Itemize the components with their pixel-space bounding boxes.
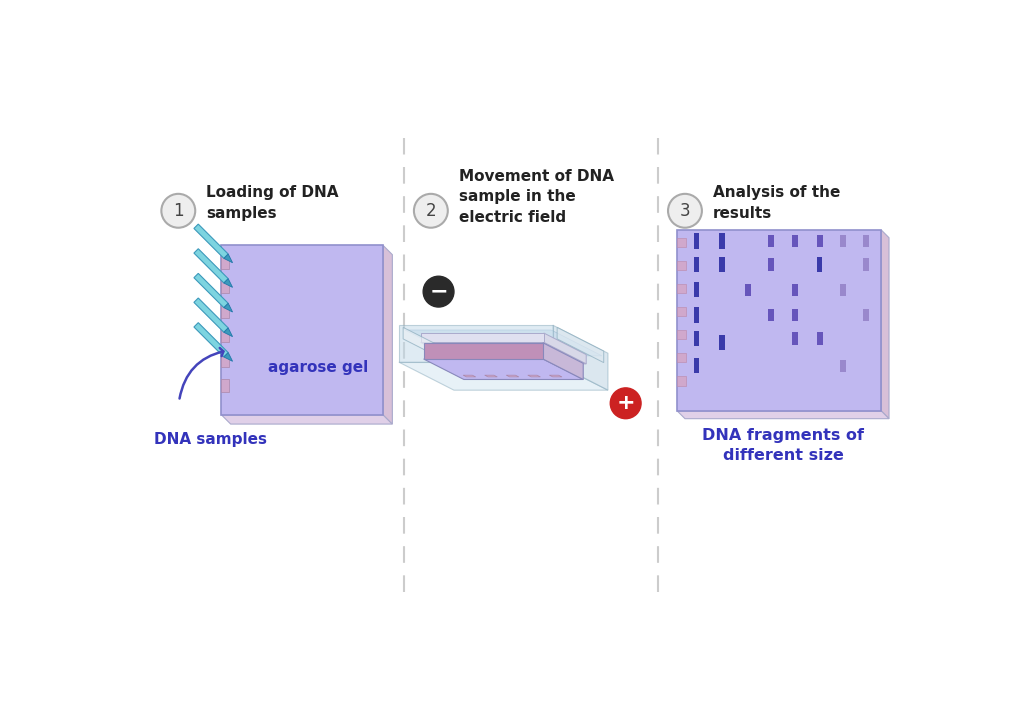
Polygon shape bbox=[527, 375, 541, 377]
Polygon shape bbox=[399, 326, 553, 362]
Circle shape bbox=[668, 194, 701, 228]
Bar bbox=[768, 258, 774, 270]
Polygon shape bbox=[424, 359, 584, 379]
Polygon shape bbox=[224, 279, 232, 288]
Bar bbox=[221, 355, 229, 367]
Polygon shape bbox=[882, 230, 889, 419]
Bar bbox=[221, 379, 229, 391]
Polygon shape bbox=[194, 298, 228, 332]
Polygon shape bbox=[194, 323, 228, 357]
Text: Movement of DNA
sample in the
electric field: Movement of DNA sample in the electric f… bbox=[459, 169, 613, 225]
Bar bbox=[792, 284, 798, 296]
Polygon shape bbox=[553, 326, 608, 390]
Polygon shape bbox=[224, 254, 232, 262]
Polygon shape bbox=[224, 303, 232, 312]
Bar bbox=[840, 234, 846, 247]
Bar bbox=[677, 376, 686, 386]
Text: DNA fragments of
different size: DNA fragments of different size bbox=[702, 428, 864, 463]
Text: DNA samples: DNA samples bbox=[154, 432, 266, 447]
Polygon shape bbox=[399, 362, 608, 390]
Bar bbox=[694, 331, 699, 346]
Bar bbox=[677, 284, 686, 293]
Bar bbox=[694, 308, 699, 323]
Circle shape bbox=[162, 194, 196, 228]
Polygon shape bbox=[677, 411, 889, 419]
Bar bbox=[677, 261, 686, 270]
Text: Loading of DNA
samples: Loading of DNA samples bbox=[206, 186, 339, 221]
Bar bbox=[694, 233, 699, 249]
Bar bbox=[840, 284, 846, 296]
Circle shape bbox=[414, 194, 447, 228]
Bar bbox=[745, 284, 752, 296]
Bar bbox=[863, 258, 869, 270]
Bar bbox=[863, 309, 869, 321]
Polygon shape bbox=[224, 353, 232, 361]
Bar bbox=[816, 333, 823, 345]
Bar bbox=[694, 257, 699, 272]
Bar bbox=[719, 233, 725, 249]
Bar bbox=[768, 309, 774, 321]
Bar bbox=[221, 245, 383, 415]
Polygon shape bbox=[557, 328, 604, 363]
Bar bbox=[221, 281, 229, 293]
Text: 1: 1 bbox=[173, 201, 183, 220]
Polygon shape bbox=[484, 375, 498, 377]
Polygon shape bbox=[194, 273, 228, 308]
Polygon shape bbox=[421, 333, 544, 342]
Bar bbox=[816, 234, 823, 247]
Polygon shape bbox=[383, 245, 392, 424]
Text: 3: 3 bbox=[680, 201, 690, 220]
Text: Analysis of the
results: Analysis of the results bbox=[713, 186, 840, 221]
Bar bbox=[221, 305, 229, 318]
Bar bbox=[817, 257, 822, 272]
Bar bbox=[694, 358, 699, 374]
Bar bbox=[792, 234, 798, 247]
Polygon shape bbox=[404, 330, 602, 356]
Bar bbox=[221, 330, 229, 343]
Polygon shape bbox=[544, 333, 586, 364]
Bar bbox=[792, 309, 798, 321]
Polygon shape bbox=[506, 375, 519, 377]
Polygon shape bbox=[194, 249, 228, 283]
Text: agarose gel: agarose gel bbox=[268, 360, 369, 375]
Bar bbox=[221, 256, 229, 269]
Bar bbox=[768, 234, 774, 247]
Bar bbox=[719, 335, 725, 350]
Text: −: − bbox=[429, 282, 447, 302]
Polygon shape bbox=[421, 342, 586, 364]
Bar bbox=[840, 360, 846, 372]
Polygon shape bbox=[549, 375, 562, 377]
Polygon shape bbox=[543, 343, 584, 379]
Text: 2: 2 bbox=[426, 201, 436, 220]
Polygon shape bbox=[221, 415, 392, 424]
Text: +: + bbox=[616, 394, 635, 413]
Bar bbox=[694, 282, 699, 298]
Polygon shape bbox=[194, 224, 228, 258]
Bar bbox=[677, 238, 686, 247]
Bar bbox=[792, 333, 798, 345]
Bar bbox=[863, 234, 869, 247]
Bar bbox=[677, 307, 686, 316]
Polygon shape bbox=[463, 375, 476, 377]
Bar bbox=[677, 230, 882, 411]
Polygon shape bbox=[403, 328, 450, 363]
Polygon shape bbox=[424, 343, 543, 359]
Bar bbox=[677, 330, 686, 339]
Circle shape bbox=[423, 276, 454, 307]
Circle shape bbox=[610, 388, 641, 419]
Bar bbox=[719, 257, 725, 272]
Polygon shape bbox=[224, 328, 232, 337]
Bar bbox=[677, 353, 686, 363]
